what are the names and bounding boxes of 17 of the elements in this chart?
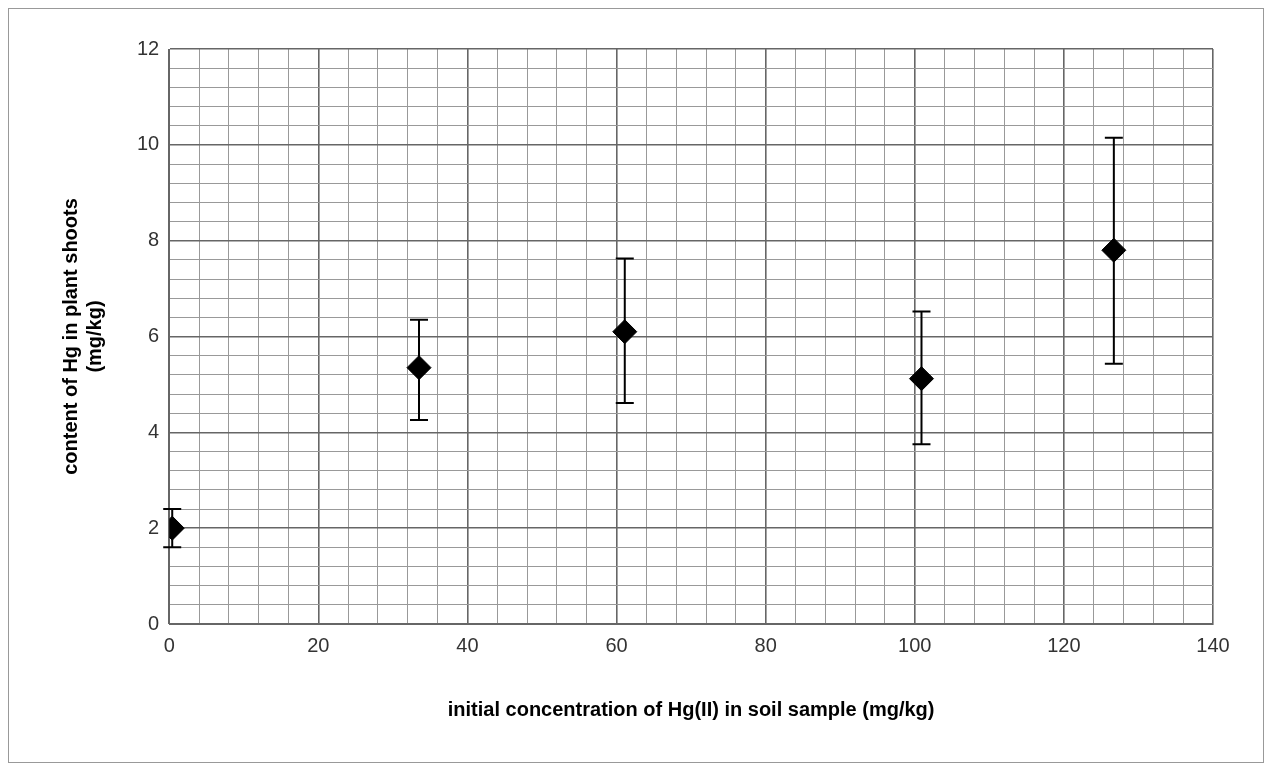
x-tick-label: 120	[1047, 633, 1081, 656]
y-tick-label: 6	[148, 324, 160, 347]
x-tick-label: 20	[307, 633, 330, 656]
x-axis-title: initial concentration of Hg(II) in soil sample (mg/kg)	[447, 697, 935, 720]
y-tick-label: 4	[148, 419, 160, 442]
y-tick-label: 8	[148, 228, 160, 251]
x-tick-label: 60	[605, 633, 628, 656]
x-tick-label: 40	[456, 633, 479, 656]
y-tick-label: 12	[137, 36, 160, 59]
x-tick-label: 80	[754, 633, 777, 656]
y-tick-label: 0	[148, 611, 160, 634]
x-tick-label: 0	[163, 633, 175, 656]
y-tick-label: 2	[148, 515, 160, 538]
x-tick-label: 140	[1196, 633, 1230, 656]
y-tick-label: 10	[137, 132, 160, 155]
x-tick-label: 100	[898, 633, 932, 656]
y-axis-title: content of Hg in plant shoots (mg/kg)	[58, 198, 105, 475]
